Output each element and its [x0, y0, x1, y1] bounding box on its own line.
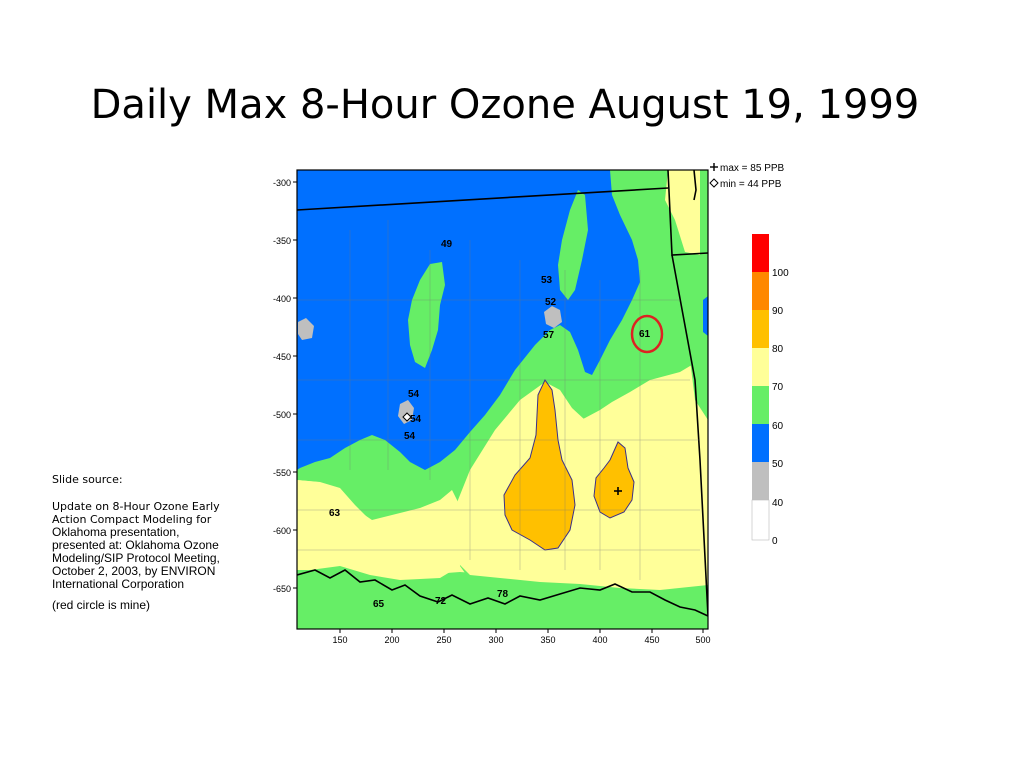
legend-bin-white — [751, 499, 770, 541]
state-line-east-south — [671, 254, 708, 617]
label-54-b: 54 — [410, 414, 422, 425]
source-line-3: presented at: Oklahoma Ozone Modeling/SI… — [52, 538, 220, 591]
color-scale-legend — [751, 234, 770, 541]
x-tick: 250 — [436, 635, 451, 645]
label-53: 53 — [541, 275, 553, 286]
zone-gray-1 — [298, 318, 314, 340]
legend-bin-blue — [752, 424, 769, 462]
legend-label: 0 — [772, 536, 778, 547]
label-63: 63 — [329, 508, 341, 519]
plot-frame — [296, 169, 709, 630]
legend-bin-orange — [752, 272, 769, 310]
y-axis: -300 -350 -400 -450 -500 -550 -600 -650 — [273, 178, 291, 594]
legend-label: 40 — [772, 498, 784, 509]
label-78: 78 — [497, 589, 509, 600]
max-legend-plus-icon — [710, 163, 718, 171]
state-line-panhandle-east — [693, 170, 697, 201]
source-aside: (red circle is mine) — [52, 598, 151, 612]
map-value-labels: 49 53 52 57 61 54 54 54 63 65 72 78 — [329, 239, 651, 610]
label-72: 72 — [435, 596, 447, 607]
label-54-c: 54 — [404, 431, 416, 442]
county-lines — [297, 220, 700, 580]
zone-green-finger-1 — [408, 262, 445, 368]
state-line-north — [297, 187, 669, 211]
annotation-red-circle — [630, 314, 664, 354]
slide-source-note: Slide source: Update on 8-Hour Ozone Ear… — [52, 473, 252, 624]
zone-orange-central — [503, 379, 576, 551]
label-54-a: 54 — [408, 389, 420, 400]
y-tick: -300 — [273, 178, 291, 188]
legend-label: 50 — [772, 459, 784, 470]
y-tick: -500 — [273, 410, 291, 420]
label-65: 65 — [373, 599, 385, 610]
x-tick: 300 — [488, 635, 503, 645]
zone-blue-main — [297, 170, 640, 470]
zone-yellow-west — [297, 480, 462, 580]
zone-green-finger-2 — [558, 190, 588, 300]
source-line-1: Update on 8-Hour Ozone Early Action Comp… — [52, 500, 220, 526]
legend-bin-gray — [752, 462, 769, 500]
y-tick-marks — [293, 181, 297, 589]
slide-title: Daily Max 8-Hour Ozone August 19, 1999 — [90, 82, 920, 128]
label-57: 57 — [543, 330, 555, 341]
label-52: 52 — [545, 297, 557, 308]
legend-label: 90 — [772, 306, 784, 317]
max-plus-marker — [614, 487, 622, 495]
legend-label: 70 — [772, 382, 784, 393]
legend-label: 60 — [772, 421, 784, 432]
source-line-2: Oklahoma presentation, — [52, 525, 180, 539]
min-legend-text: min = 44 PPB — [720, 179, 782, 190]
legend-label: 80 — [772, 344, 784, 355]
zone-yellow-central — [450, 382, 708, 590]
x-axis: 150 200 250 300 350 400 450 500 — [332, 635, 710, 645]
min-diamond-marker — [402, 412, 412, 422]
zone-blue-east-strip — [703, 296, 708, 336]
color-scale-labels: 100 90 80 70 60 50 40 0 — [772, 268, 789, 547]
x-tick: 200 — [384, 635, 399, 645]
y-tick: -450 — [273, 352, 291, 362]
x-tick: 350 — [540, 635, 555, 645]
min-legend-diamond-icon — [709, 178, 719, 188]
legend-bin-lightyellow — [752, 348, 769, 386]
x-tick: 400 — [592, 635, 607, 645]
label-49: 49 — [441, 239, 453, 250]
y-tick: -400 — [273, 294, 291, 304]
zone-gray-2 — [544, 306, 562, 328]
y-tick: -550 — [273, 468, 291, 478]
label-61: 61 — [639, 329, 651, 340]
x-tick-marks — [339, 629, 704, 633]
x-tick: 500 — [695, 635, 710, 645]
legend-bin-gold — [752, 310, 769, 348]
legend-bin-green — [752, 386, 769, 424]
max-legend-text: max = 85 PPB — [720, 163, 785, 174]
y-tick: -600 — [273, 526, 291, 536]
red-river-boundary — [297, 569, 708, 617]
map-plot-area — [297, 170, 708, 629]
source-heading: Slide source: — [52, 473, 123, 486]
legend-label: 100 — [772, 268, 789, 279]
x-tick: 450 — [644, 635, 659, 645]
zone-yellow-northeast — [665, 170, 700, 255]
y-tick: -350 — [273, 236, 291, 246]
y-tick: -650 — [273, 584, 291, 594]
x-tick: 150 — [332, 635, 347, 645]
legend-bin-red — [752, 234, 769, 272]
zone-orange-east — [593, 441, 635, 519]
